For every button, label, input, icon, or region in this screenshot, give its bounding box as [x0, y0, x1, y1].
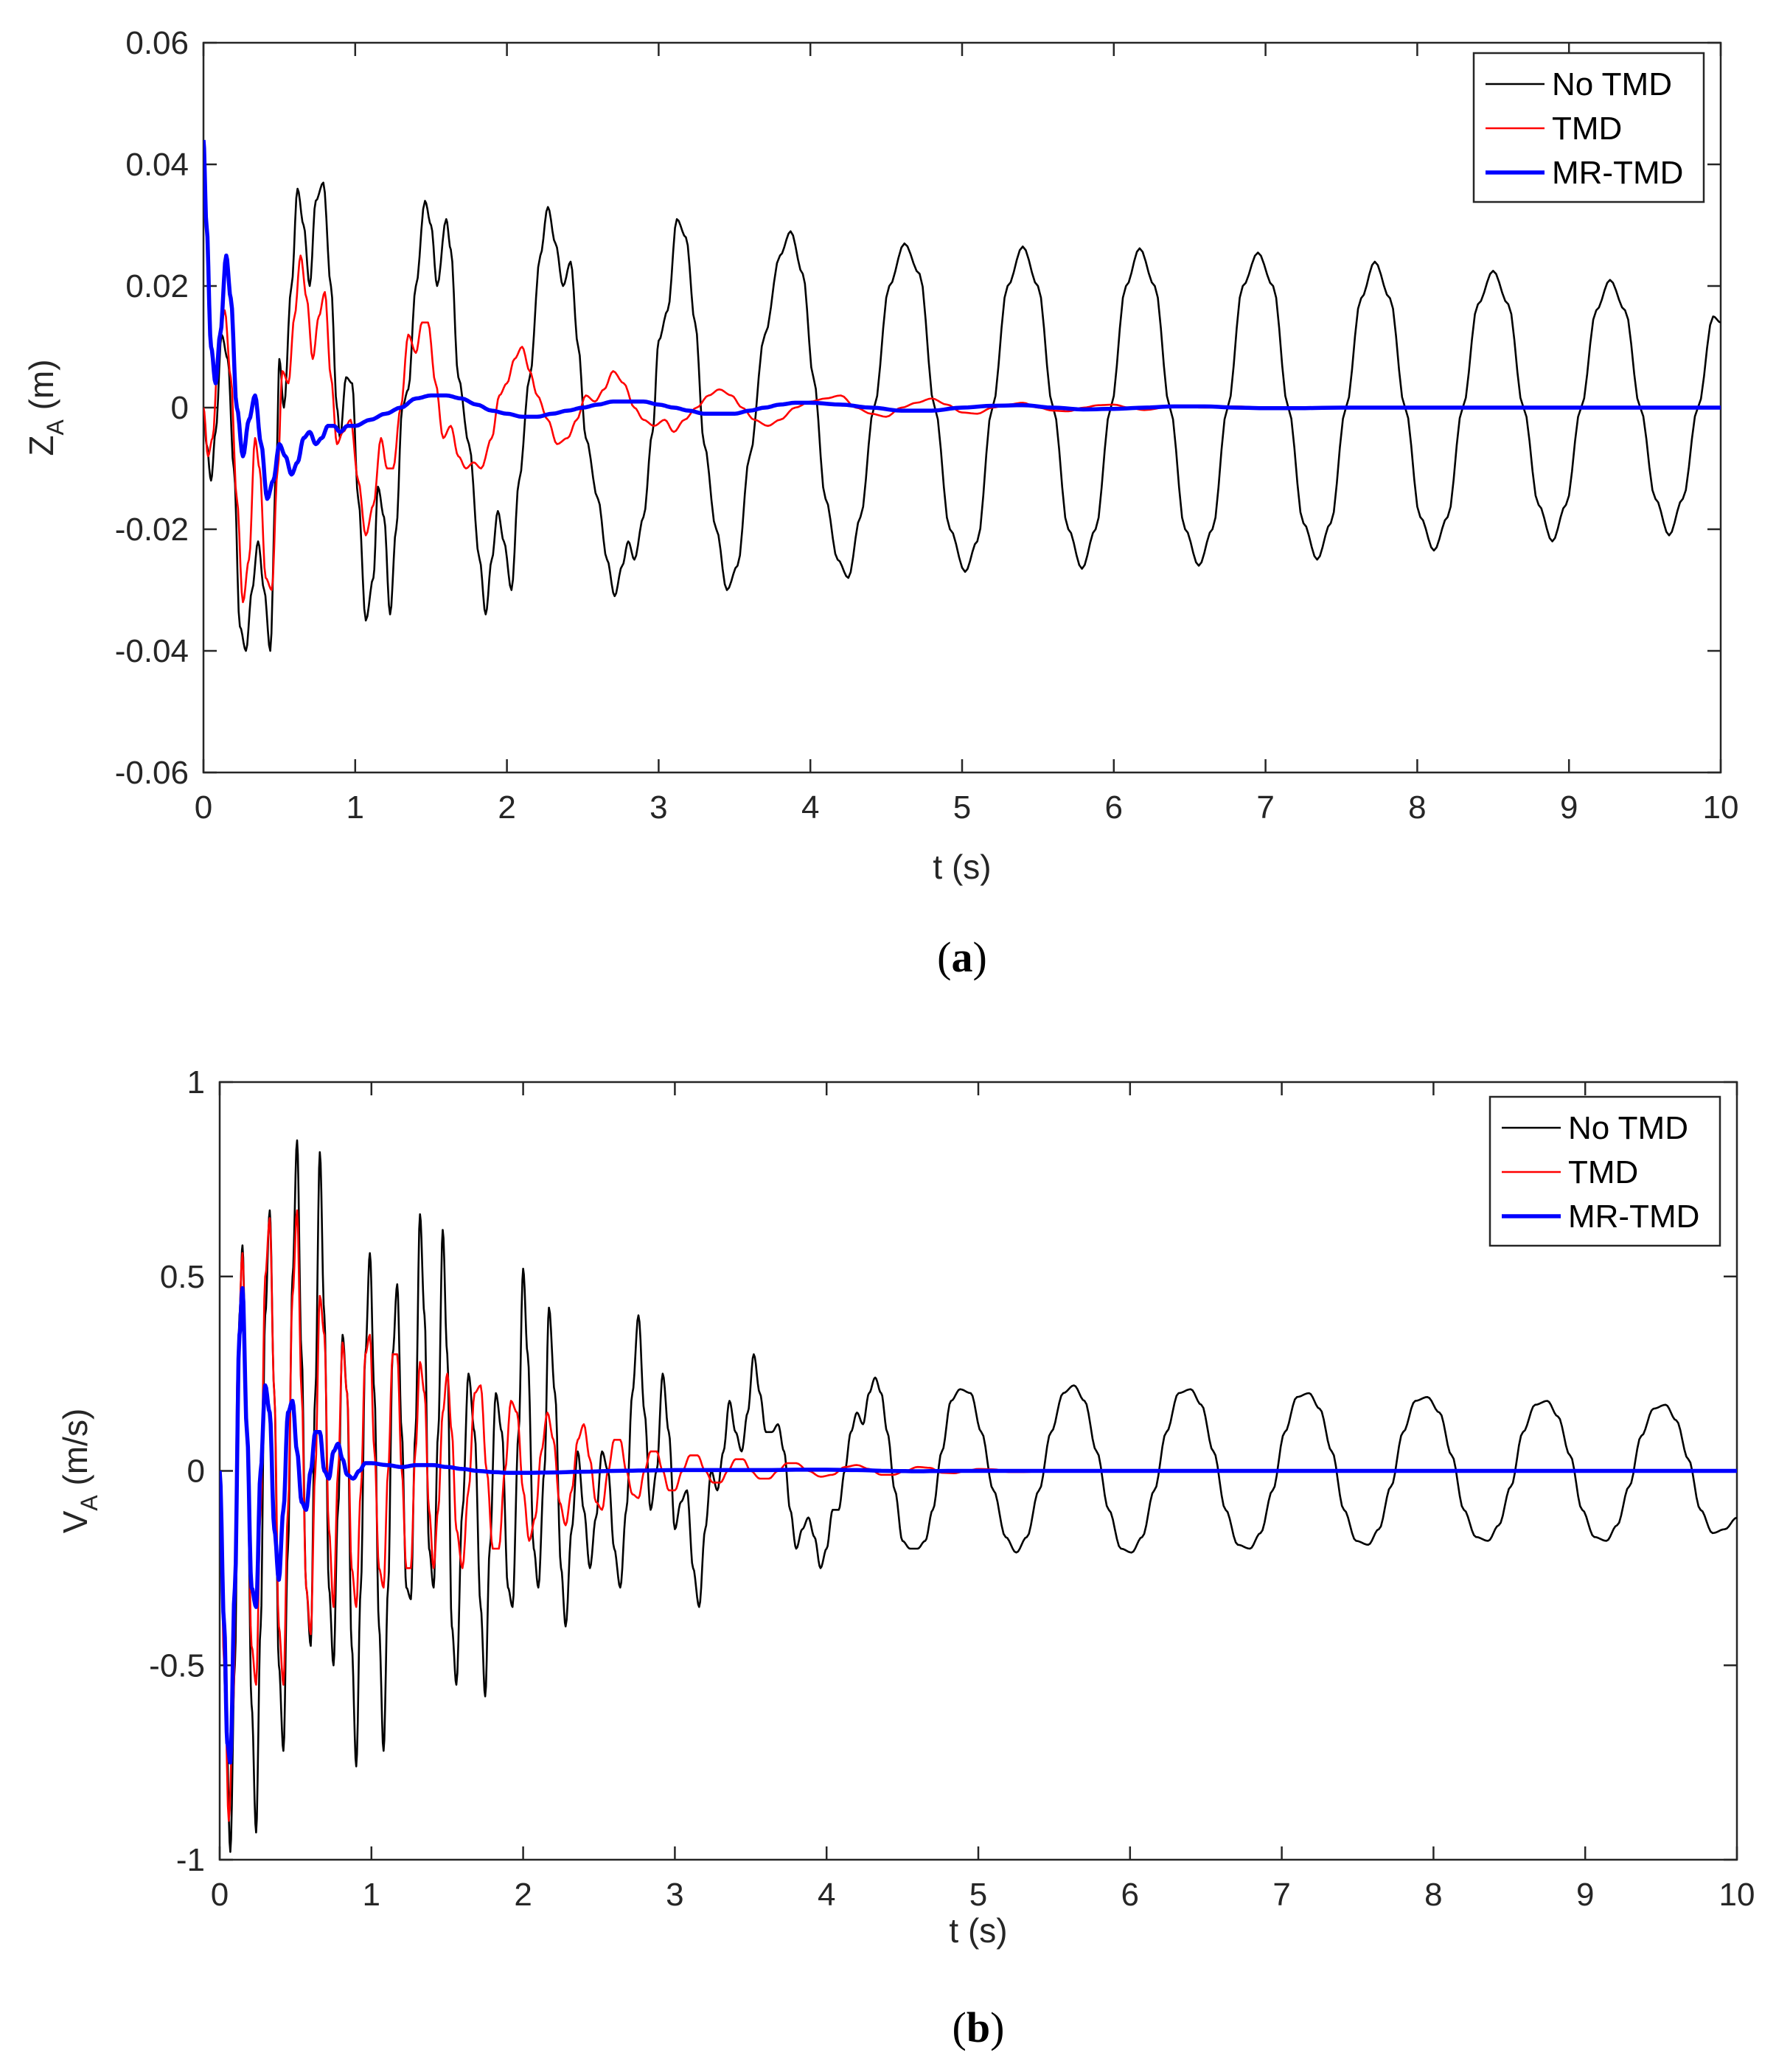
- x-tick-label: 3: [650, 789, 667, 826]
- legend-label-tmd: TMD: [1568, 1154, 1638, 1190]
- x-tick-label: 6: [1105, 789, 1123, 826]
- x-tick-label: 0: [211, 1877, 229, 1913]
- panel-caption-letter: b: [967, 2003, 990, 2051]
- x-tick-label: 2: [498, 789, 515, 826]
- x-tick-label: 1: [363, 1877, 380, 1913]
- y-axis-label-subscript: A: [76, 1495, 102, 1511]
- series-line-no-tmd: [220, 1139, 1737, 1853]
- x-axis-label: t (s): [949, 1911, 1007, 1950]
- x-tick-label: 4: [801, 789, 819, 826]
- y-tick-label: 0.02: [125, 268, 189, 304]
- legend: No TMD TMD MR-TMD: [1472, 52, 1705, 203]
- x-tick-label: 5: [969, 1877, 987, 1913]
- y-tick-label: 0.5: [160, 1259, 205, 1295]
- x-tick-label: 4: [818, 1877, 835, 1913]
- y-tick-label: 1: [187, 1064, 205, 1100]
- y-axis-label-subscript: A: [42, 419, 69, 435]
- series-line-tmd: [203, 254, 1721, 604]
- y-tick-label: 0.06: [125, 25, 189, 61]
- y-axis-label-unit: (m/s): [56, 1409, 94, 1496]
- x-tick-label: 10: [1719, 1877, 1755, 1913]
- panel-b-chart: 0 1 2 3 4 5 6 7 8 9 10 -1 -0.5 0 0.5 1 t (s) VA (m/s) No T…: [56, 1064, 1755, 2051]
- x-tick-label: 10: [1703, 789, 1739, 826]
- y-axis-label: VA (m/s): [56, 1409, 102, 1534]
- x-tick-label: 5: [953, 789, 971, 826]
- x-tick-label: 1: [347, 789, 364, 826]
- x-tick-label: 9: [1560, 789, 1578, 826]
- x-tick-label: 7: [1256, 789, 1274, 826]
- legend-label-mr-tmd: MR-TMD: [1552, 155, 1683, 191]
- y-tick-label: -1: [176, 1842, 205, 1878]
- y-axis-label-unit: (m): [22, 359, 60, 419]
- y-axis-label-main: Z: [22, 435, 60, 456]
- legend-label-no-tmd: No TMD: [1552, 66, 1672, 102]
- y-tick-label: -0.02: [115, 512, 189, 548]
- series-line-mr-tmd: [203, 139, 1721, 501]
- x-axis-label: t (s): [933, 848, 991, 886]
- series-lines: [220, 1139, 1737, 1853]
- y-tick-label: 0: [187, 1454, 205, 1490]
- legend-label-tmd: TMD: [1552, 111, 1622, 147]
- x-tick-label: 3: [666, 1877, 683, 1913]
- x-tick-label: 2: [514, 1877, 532, 1913]
- x-tick-label: 6: [1121, 1877, 1139, 1913]
- y-tick-label: -0.06: [115, 755, 189, 791]
- x-tick-label: 7: [1272, 1877, 1290, 1913]
- panel-caption-letter: a: [952, 933, 973, 981]
- x-tick-label: 9: [1576, 1877, 1594, 1913]
- x-tick-label: 8: [1408, 789, 1426, 826]
- y-tick-label: 0: [171, 390, 189, 426]
- legend: No TMD TMD MR-TMD: [1488, 1095, 1721, 1247]
- y-axis-label-main: V: [56, 1510, 94, 1533]
- legend-label-no-tmd: No TMD: [1568, 1110, 1688, 1146]
- y-tick-label: -0.5: [149, 1647, 205, 1684]
- series-line-mr-tmd: [220, 1286, 1737, 1765]
- series-lines: [203, 139, 1721, 652]
- y-tick-label: -0.04: [115, 633, 189, 669]
- panel-a-chart: 0 1 2 3 4 5 6 7 8 9 10 -0.06 -0.04 -0.02 0 0.02 0.04 0.06…: [22, 25, 1738, 981]
- y-tick-label: 0.04: [125, 147, 189, 183]
- panel-caption: (b): [953, 2003, 1005, 2051]
- x-tick-label: 8: [1424, 1877, 1442, 1913]
- legend-label-mr-tmd: MR-TMD: [1568, 1199, 1699, 1235]
- series-line-tmd: [220, 1209, 1737, 1822]
- x-tick-label: 0: [195, 789, 212, 826]
- y-axis-label: ZA (m): [22, 359, 69, 456]
- panel-caption: (a): [937, 933, 987, 981]
